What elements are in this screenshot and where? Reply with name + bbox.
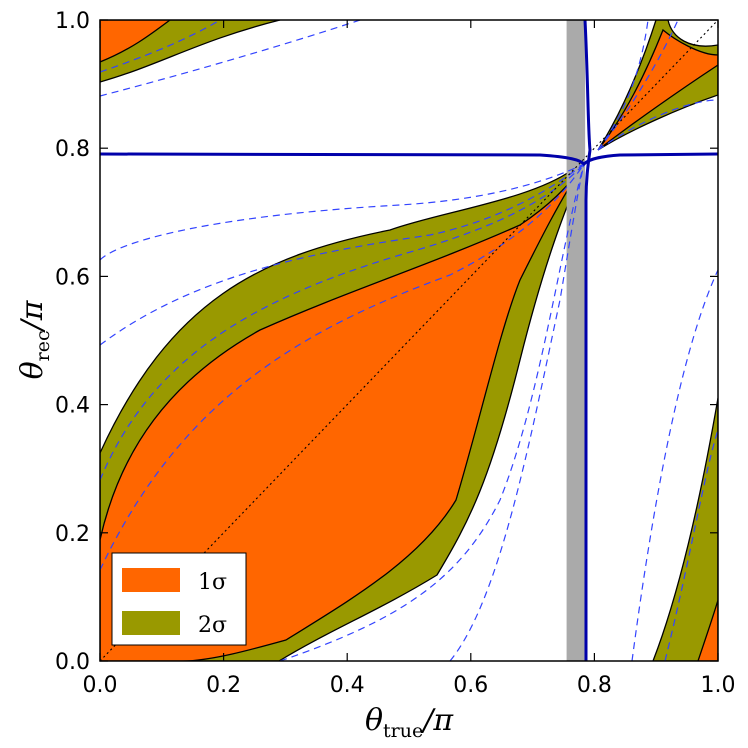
- dashed-curve: [597, 20, 649, 151]
- y-tick-label: 0.2: [55, 522, 90, 547]
- x-tick-label: 0.4: [330, 673, 365, 698]
- y-axis-label-main: θ: [15, 361, 50, 379]
- y-axis-label-sub: rec: [32, 330, 54, 361]
- x-axis-label: θtrue/π: [365, 703, 454, 742]
- legend-label-1sigma: 1σ: [198, 570, 227, 595]
- y-tick-label: 0.8: [55, 137, 90, 162]
- dashed-curve: [664, 429, 718, 661]
- one-sigma-bands: [100, 20, 718, 661]
- dashed-curve: [597, 20, 679, 151]
- shaded-band: [566, 20, 586, 661]
- x-axis-label-suffix: /π: [420, 703, 454, 738]
- legend: 1σ 2σ: [111, 552, 247, 646]
- legend-swatch-2sigma: [122, 611, 180, 635]
- y-tick-label: 0.4: [55, 394, 90, 419]
- dashed-curve: [449, 163, 585, 661]
- dashed-curve: [631, 269, 718, 661]
- y-tick-label: 0.6: [55, 265, 90, 290]
- x-tick-label: 1.0: [701, 673, 736, 698]
- y-tick-label: 0.0: [55, 650, 90, 675]
- dashed-curve: [100, 163, 585, 346]
- dashed-curve: [100, 163, 585, 571]
- dashed-curve: [100, 163, 585, 261]
- axis-tick-labels: 0.0 0.2 0.4 0.6 0.8 1.0 0.0 0.2 0.4 0.6 0.8 1.0: [55, 9, 736, 698]
- x-axis-label-main: θ: [365, 703, 383, 738]
- legend-swatch-1sigma: [122, 568, 180, 592]
- dashed-curve: [597, 99, 718, 151]
- y-tick-label: 1.0: [55, 9, 90, 34]
- one-sigma-top-right: [597, 28, 718, 151]
- two-sigma-bottom-right: [652, 397, 718, 661]
- diagonal-reference-line: [100, 20, 718, 661]
- plot-frame: [99, 19, 719, 662]
- dashed-curve: [100, 20, 221, 73]
- x-tick-label: 0.0: [83, 673, 118, 698]
- x-axis-label-sub: true: [383, 720, 423, 742]
- y-axis-label: θrec/π: [15, 299, 54, 379]
- x-tick-label: 0.2: [206, 673, 241, 698]
- one-sigma-main-band: [100, 163, 585, 661]
- dashed-curve: [279, 163, 585, 661]
- x-tick-label: 0.8: [577, 673, 612, 698]
- dashed-curve: [100, 163, 585, 481]
- x-tick-label: 0.6: [453, 673, 488, 698]
- y-axis-label-suffix: /π: [15, 299, 50, 333]
- one-sigma-top-left: [100, 20, 172, 63]
- dashed-curves: [100, 20, 718, 661]
- horizontal-singular-curve: [100, 152, 718, 167]
- axis-ticks: [99, 19, 719, 662]
- vertical-singular-curve: [583, 20, 592, 661]
- solid-blue-curves: [100, 20, 718, 661]
- legend-label-2sigma: 2σ: [198, 613, 227, 638]
- plot-area: 1σ 2σ: [100, 20, 718, 661]
- dashed-curve: [100, 20, 361, 97]
